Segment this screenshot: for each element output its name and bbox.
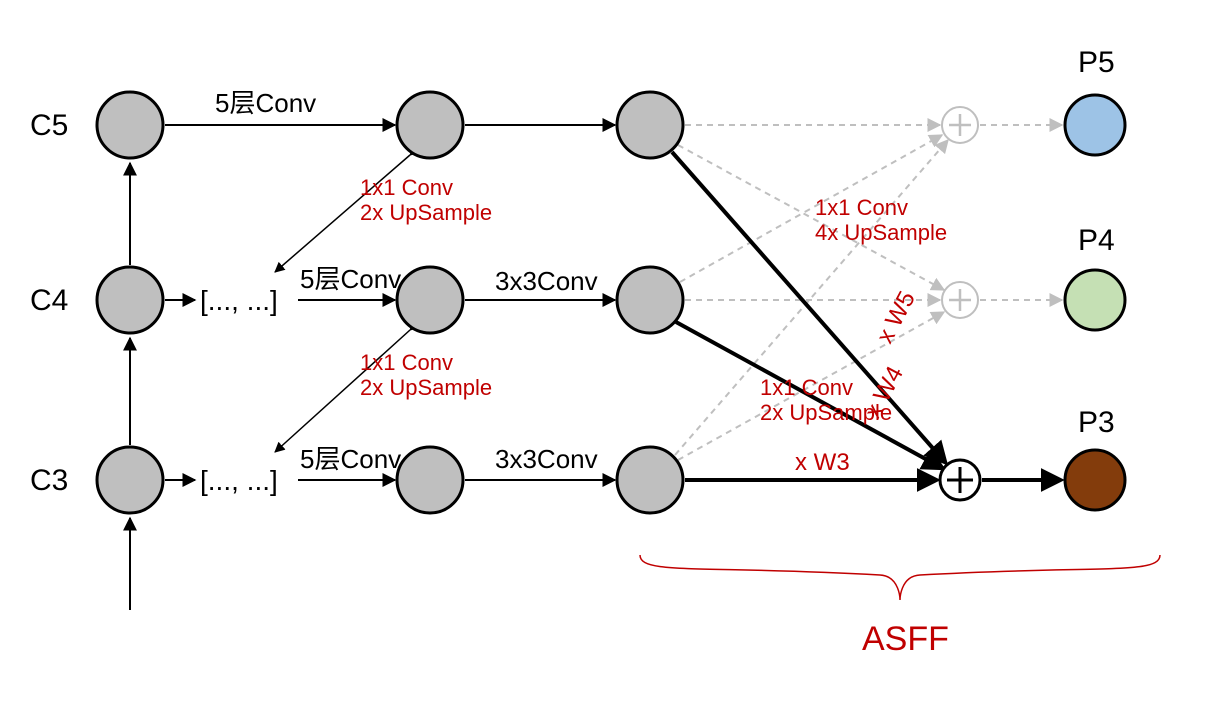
node-c5-3 xyxy=(617,92,683,158)
node-c5-2 xyxy=(397,92,463,158)
label-w5: x W5 xyxy=(871,287,921,348)
label-3x3-c4: 3x3Conv xyxy=(495,266,598,296)
label-c5: C5 xyxy=(30,109,68,142)
label-p3: P3 xyxy=(1078,406,1115,439)
label-p5: P5 xyxy=(1078,46,1115,79)
label-conv5-c3: 5层Conv xyxy=(300,444,401,474)
label-up1-a: 1x1 Conv xyxy=(360,175,453,200)
label-up1-b: 1x1 Conv xyxy=(360,350,453,375)
plus3-node xyxy=(940,460,980,500)
label-conv5-c5: 5层Conv xyxy=(215,88,316,118)
label-3x3-c3: 3x3Conv xyxy=(495,444,598,474)
label-asff: ASFF xyxy=(862,620,949,658)
label-c4: C4 xyxy=(30,284,68,317)
node-p4 xyxy=(1065,270,1125,330)
label-up1-c: 1x1 Conv xyxy=(815,195,908,220)
node-c4-1 xyxy=(97,267,163,333)
node-c5-1 xyxy=(97,92,163,158)
label-p4: P4 xyxy=(1078,224,1115,257)
label-up2-b: 2x UpSample xyxy=(360,375,492,400)
plus4-node xyxy=(942,282,978,318)
label-concat-c3: [..., ...] xyxy=(200,465,278,496)
asff-brace xyxy=(640,555,1160,600)
node-c3-1 xyxy=(97,447,163,513)
node-p3 xyxy=(1065,450,1125,510)
label-w3: x W3 xyxy=(795,449,850,476)
plus5-node xyxy=(942,107,978,143)
label-c3: C3 xyxy=(30,464,68,497)
label-concat-c4: [..., ...] xyxy=(200,285,278,316)
label-conv5-c4: 5层Conv xyxy=(300,264,401,294)
node-c3-3 xyxy=(617,447,683,513)
label-up2-a: 2x UpSample xyxy=(360,200,492,225)
node-c4-3 xyxy=(617,267,683,333)
node-c3-2 xyxy=(397,447,463,513)
label-up4-c: 4x UpSample xyxy=(815,220,947,245)
label-up1-d: 1x1 Conv xyxy=(760,375,853,400)
node-p5 xyxy=(1065,95,1125,155)
node-c4-2 xyxy=(397,267,463,333)
